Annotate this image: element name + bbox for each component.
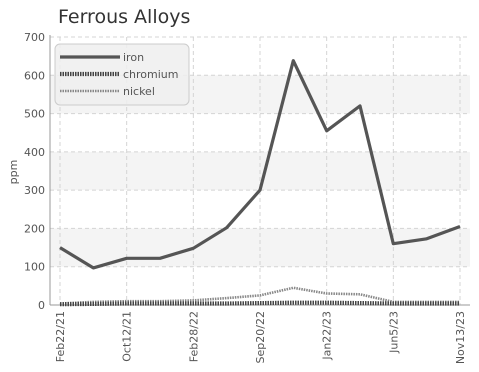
y-tick-labels: 0 100 200 300 400 500 600 700 <box>24 31 45 312</box>
y-tick-label: 400 <box>24 146 45 159</box>
y-tick-label: 300 <box>24 184 45 197</box>
chart-title: Ferrous Alloys <box>58 6 191 28</box>
series-line-iron <box>59 59 461 270</box>
legend-label-chromium: chromium <box>123 68 179 81</box>
series-line-chromium <box>59 300 460 307</box>
x-tick-label: Oct12/21 <box>121 311 134 362</box>
legend: iron chromium nickel <box>54 43 190 106</box>
legend-label-iron: iron <box>123 51 144 64</box>
series-lines <box>59 59 461 307</box>
y-tick-label: 100 <box>24 261 45 274</box>
x-tick-label: Feb22/21 <box>54 311 67 362</box>
x-tick-label: Jun5/23 <box>387 311 400 354</box>
y-tick-label: 700 <box>24 31 45 44</box>
x-tick-label: Jan22/23 <box>321 311 334 361</box>
y-tick-label: 600 <box>24 69 45 82</box>
x-tick-label: Nov13/23 <box>454 311 467 364</box>
y-tick-label: 500 <box>24 108 45 121</box>
x-tick-label: Feb28/22 <box>187 311 200 362</box>
legend-label-nickel: nickel <box>123 85 155 98</box>
y-tick-label: 200 <box>24 222 45 235</box>
y-tick-label: 0 <box>38 299 45 312</box>
y-axis-label: ppm <box>7 160 20 185</box>
x-tick-label: Sep20/22 <box>254 311 267 363</box>
x-tick-labels: Feb22/21 Oct12/21 Feb28/22 Sep20/22 Jan22/23… <box>54 311 467 364</box>
